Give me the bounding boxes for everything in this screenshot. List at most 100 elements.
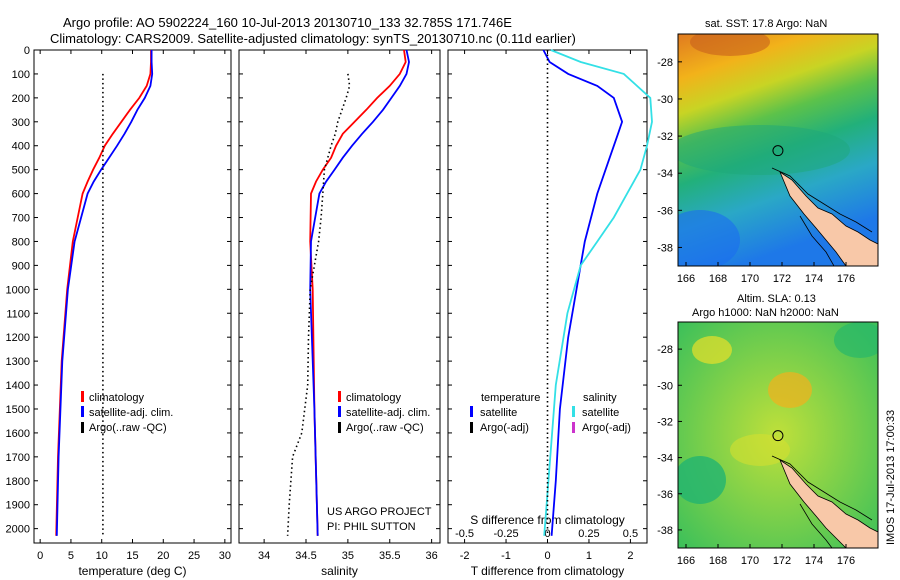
sst-green-band <box>678 125 850 175</box>
sla-shelf-contour <box>771 455 873 548</box>
x2-tick-label: 0 <box>544 528 550 540</box>
title-line-2: Climatology: CARS2009. Satellite-adjuste… <box>50 31 576 46</box>
legend-label-argo: Argo(..raw -QC) <box>89 422 167 434</box>
x-tick-label: -2 <box>460 550 470 562</box>
y-tick-label: 1500 <box>6 404 30 416</box>
y-tick-label: 400 <box>12 141 30 153</box>
x-tick-label: -1 <box>501 550 511 562</box>
legend-label-satellite: satellite-adj. clim. <box>346 407 430 419</box>
plot-frame <box>33 49 232 544</box>
map-x-tick-label: 174 <box>805 273 823 285</box>
sla-map-frame <box>677 321 879 549</box>
x2-tick-label: 0.25 <box>578 528 599 540</box>
difference-panel: -2 -1 0 1 2T difference from climatology -0.5… <box>447 49 653 578</box>
legend-label-argo: Argo(..raw -QC) <box>346 422 424 434</box>
temperature-legend: climatology satellite-adj. clim. Argo(..… <box>81 391 173 434</box>
map-y-tick-label: -38 <box>657 242 673 254</box>
x-tick-label: 10 <box>96 550 108 562</box>
map-y-tick-label: -34 <box>657 453 673 465</box>
y-tick-label: 300 <box>12 117 30 129</box>
y-tick-label: 1200 <box>6 332 30 344</box>
map-x-tick-label: 176 <box>837 273 855 285</box>
sst-map: sat. SST: 17.8 Argo: NaN 166 168 170 172 174… <box>657 18 879 285</box>
sst-shelf-contour <box>771 167 873 266</box>
map-x-tick-label: 170 <box>741 273 759 285</box>
legend-swatch-climatology <box>338 391 341 402</box>
y-tick-label: 2000 <box>6 524 30 536</box>
legend-label-t-argo: Argo(-adj) <box>480 422 529 434</box>
sla-land <box>779 458 878 548</box>
project-annotation: US ARGO PROJECT <box>327 506 432 518</box>
y-tick-label: 1400 <box>6 380 30 392</box>
sst-map-axes: 166 168 170 172 174 176 -28 -30 -32 -34 -36 -38 <box>657 57 855 285</box>
y-tick-label: 1800 <box>6 476 30 488</box>
x-tick-label: 25 <box>188 550 200 562</box>
y-tick-label: 1100 <box>6 308 30 320</box>
x-tick-label: 35.5 <box>379 550 400 562</box>
x-tick-label: 0 <box>544 550 550 562</box>
legend-swatch-argo <box>338 422 341 433</box>
sla-map-title-2: Argo h1000: NaN h2000: NaN <box>692 307 839 319</box>
y-tick-label: 900 <box>12 260 30 272</box>
x-tick-label: 34 <box>258 550 270 562</box>
legend-title-temperature: temperature <box>481 392 540 404</box>
map-y-tick-label: -30 <box>657 94 673 106</box>
map-x-tick-label: 172 <box>773 555 791 567</box>
sla-low-patch <box>834 322 878 358</box>
y-tick-label: 1600 <box>6 428 30 440</box>
sla-map-axes: 166 168 170 172 174 176 -28 -30 -32 -34 -36 -38 <box>657 344 855 567</box>
legend-label-climatology: climatology <box>89 392 145 404</box>
legend-swatch-s-argo <box>572 422 575 433</box>
legend-title-salinity: salinity <box>583 392 617 404</box>
series-line-s-satellite <box>543 49 653 536</box>
x-tick-label: 15 <box>126 550 138 562</box>
temperature-panel: 0100200300400500600700800900100011001200… <box>6 45 232 578</box>
map-y-tick-label: -38 <box>657 525 673 537</box>
map-x-tick-label: 168 <box>709 555 727 567</box>
difference-legend: temperature satellite Argo(-adj) salinit… <box>470 392 631 434</box>
map-x-tick-label: 172 <box>773 273 791 285</box>
series-line-satellite-adj-clim <box>55 50 154 536</box>
argo-location-marker <box>772 145 784 157</box>
sst-cool-patch <box>678 210 740 266</box>
sla-high-patch <box>692 336 732 364</box>
y-tick-label: 0 <box>24 45 30 57</box>
sst-map-title: sat. SST: 17.8 Argo: NaN <box>705 18 827 30</box>
x-tick-label: 1 <box>586 550 592 562</box>
map-y-tick-label: -30 <box>657 380 673 392</box>
x-tick-label: 2 <box>627 550 633 562</box>
map-x-tick-label: 174 <box>805 555 823 567</box>
x2-tick-label: -0.25 <box>494 528 519 540</box>
y-tick-label: 100 <box>12 69 30 81</box>
y-tick-label: 1900 <box>6 500 30 512</box>
x-tick-label: 5 <box>68 550 74 562</box>
map-y-tick-label: -36 <box>657 489 673 501</box>
legend-swatch-satellite <box>338 406 341 417</box>
salinity-panel: 34 34.5 35 35.5 36 salinity <box>238 49 441 578</box>
x-axis-label: temperature (deg C) <box>78 564 186 578</box>
map-y-tick-label: -34 <box>657 168 673 180</box>
x-tick-label: 36 <box>426 550 438 562</box>
legend-swatch-s-satellite <box>572 406 575 417</box>
map-x-tick-label: 168 <box>709 273 727 285</box>
map-y-tick-label: -28 <box>657 57 673 69</box>
sla-map-title-1: Altim. SLA: 0.13 <box>737 293 816 305</box>
sst-land <box>779 170 878 266</box>
sst-warm-patch <box>690 34 770 56</box>
x-tick-label: 30 <box>219 550 231 562</box>
map-y-tick-label: -32 <box>657 131 673 143</box>
sla-mid-patch <box>730 434 790 466</box>
legend-label-climatology: climatology <box>346 392 402 404</box>
y-tick-label: 500 <box>12 165 30 177</box>
x-axis-label: salinity <box>321 564 358 578</box>
map-y-tick-label: -32 <box>657 416 673 428</box>
y-tick-label: 1700 <box>6 452 30 464</box>
argo-location-marker <box>772 430 784 442</box>
title-line-1: Argo profile: AO 5902224_160 10-Jul-2013… <box>63 15 512 30</box>
series-line-t-satellite <box>542 49 624 536</box>
map-x-tick-label: 166 <box>677 273 695 285</box>
y-tick-label: 1300 <box>6 356 30 368</box>
x2-tick-label: 0.5 <box>623 528 638 540</box>
legend-label-s-satellite: satellite <box>582 407 619 419</box>
